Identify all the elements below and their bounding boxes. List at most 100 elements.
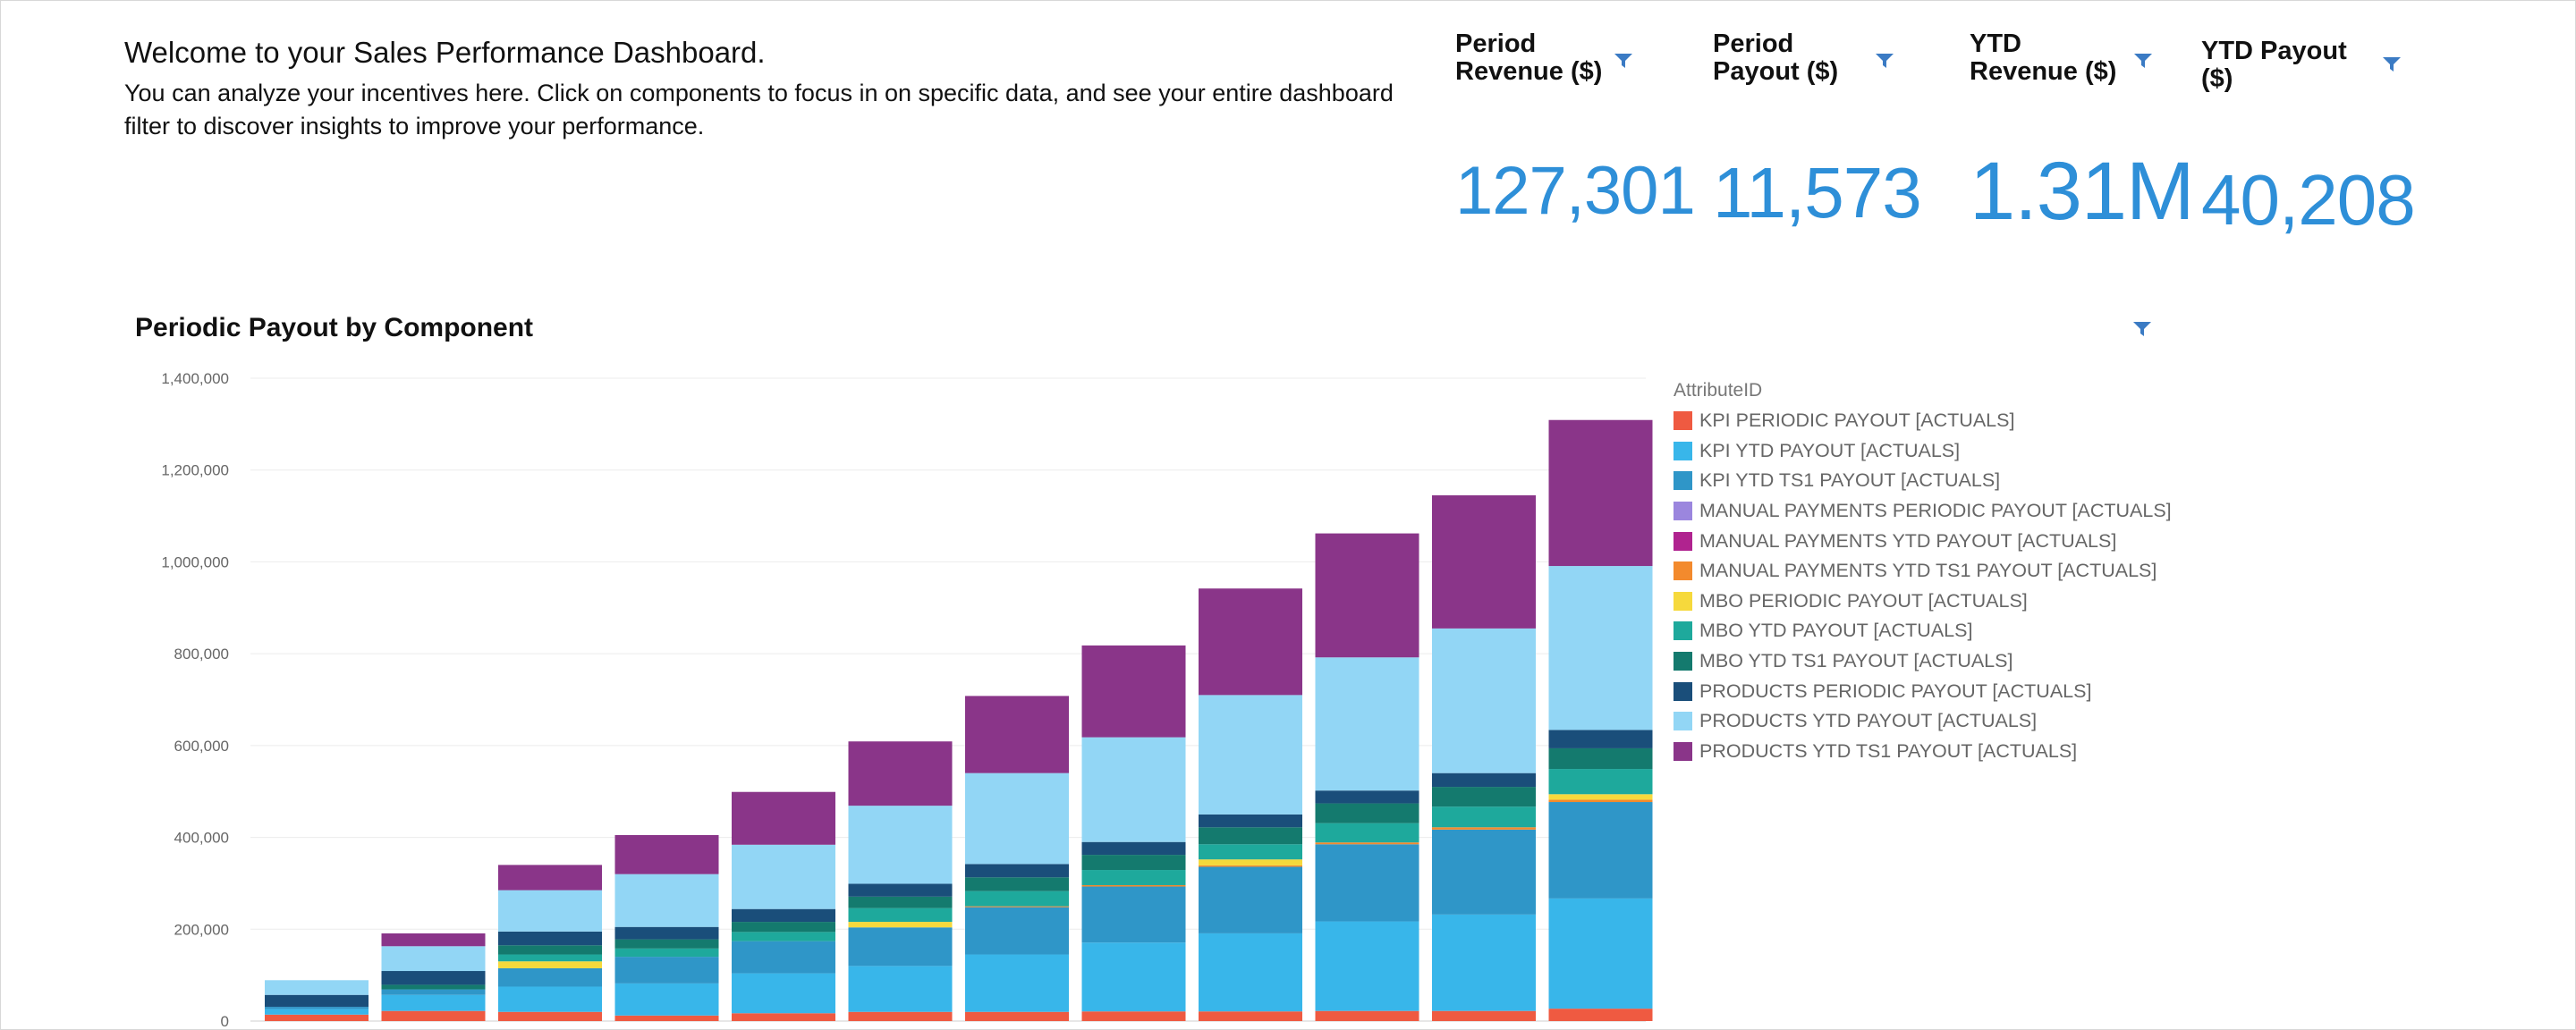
bar-segment[interactable] xyxy=(1199,1011,1302,1021)
bar-segment[interactable] xyxy=(614,983,719,1016)
bar-segment[interactable] xyxy=(265,994,369,1008)
bar-segment[interactable] xyxy=(732,922,835,933)
bar-segment[interactable] xyxy=(1199,695,1302,815)
bar-segment[interactable] xyxy=(1548,1009,1653,1021)
bar-segment[interactable] xyxy=(1432,806,1536,828)
bar-segment[interactable] xyxy=(1548,747,1653,770)
bar-segment[interactable] xyxy=(1432,494,1536,629)
bar-segment[interactable] xyxy=(381,971,486,985)
bar-segment[interactable] xyxy=(614,1015,719,1021)
bar-segment[interactable] xyxy=(265,1009,369,1015)
bar-segment[interactable] xyxy=(1432,1010,1536,1021)
filter-funnel-icon[interactable] xyxy=(2132,320,2152,338)
bar-segment[interactable] xyxy=(965,864,1069,878)
bar-segment[interactable] xyxy=(1548,898,1653,1009)
bar-segment[interactable] xyxy=(498,967,602,987)
bar-segment[interactable] xyxy=(614,957,719,984)
bar-segment[interactable] xyxy=(848,922,953,928)
bar-segment[interactable] xyxy=(965,696,1069,773)
bar-segment[interactable] xyxy=(1548,799,1653,803)
bar-segment[interactable] xyxy=(1315,921,1419,1011)
bar-segment[interactable] xyxy=(732,973,835,1014)
legend-item[interactable]: MBO YTD PAYOUT [ACTUALS] xyxy=(1674,616,2172,646)
bar-segment[interactable] xyxy=(1315,790,1419,804)
legend-item[interactable]: KPI YTD PAYOUT [ACTUALS] xyxy=(1674,436,2172,467)
bar-segment[interactable] xyxy=(1081,942,1186,1012)
bar-segment[interactable] xyxy=(1081,645,1186,738)
bar-segment[interactable] xyxy=(1081,1011,1186,1021)
bar-segment[interactable] xyxy=(732,932,835,941)
filter-funnel-icon[interactable] xyxy=(2133,52,2153,70)
bar-segment[interactable] xyxy=(265,1007,369,1009)
filter-funnel-icon[interactable] xyxy=(1614,52,1633,70)
legend-item[interactable]: MANUAL PAYMENTS PERIODIC PAYOUT [ACTUALS… xyxy=(1674,496,2172,527)
bar-segment[interactable] xyxy=(1432,914,1536,1011)
bar-segment[interactable] xyxy=(732,941,835,974)
legend-item[interactable]: PRODUCTS PERIODIC PAYOUT [ACTUALS] xyxy=(1674,676,2172,706)
bar-segment[interactable] xyxy=(965,891,1069,907)
bar-segment[interactable] xyxy=(498,931,602,946)
bar-segment[interactable] xyxy=(1548,566,1653,730)
bar-segment[interactable] xyxy=(848,741,953,806)
bar-segment[interactable] xyxy=(614,948,719,958)
bar-segment[interactable] xyxy=(1081,737,1186,842)
bar-segment[interactable] xyxy=(1081,855,1186,871)
bar-segment[interactable] xyxy=(381,989,486,995)
bar-segment[interactable] xyxy=(1199,933,1302,1012)
bar-segment[interactable] xyxy=(614,835,719,874)
bar-segment[interactable] xyxy=(498,865,602,891)
bar-segment[interactable] xyxy=(848,806,953,884)
bar-segment[interactable] xyxy=(614,874,719,927)
legend-item[interactable]: MANUAL PAYMENTS YTD PAYOUT [ACTUALS] xyxy=(1674,526,2172,556)
bar-segment[interactable] xyxy=(498,986,602,1012)
bar-segment[interactable] xyxy=(1432,829,1536,915)
legend-item[interactable]: MANUAL PAYMENTS YTD TS1 PAYOUT [ACTUALS] xyxy=(1674,556,2172,587)
legend-item[interactable]: KPI PERIODIC PAYOUT [ACTUALS] xyxy=(1674,406,2172,436)
bar-segment[interactable] xyxy=(614,926,719,940)
bar-segment[interactable] xyxy=(848,927,953,967)
bar-segment[interactable] xyxy=(498,954,602,962)
bar-segment[interactable] xyxy=(1081,841,1186,856)
bar-segment[interactable] xyxy=(381,1010,486,1021)
bar-segment[interactable] xyxy=(965,954,1069,1012)
bar-segment[interactable] xyxy=(381,994,486,1011)
legend-item[interactable]: PRODUCTS YTD TS1 PAYOUT [ACTUALS] xyxy=(1674,737,2172,767)
filter-funnel-icon[interactable] xyxy=(2382,55,2402,73)
bar-segment[interactable] xyxy=(1432,628,1536,773)
bar-segment[interactable] xyxy=(1081,884,1186,887)
bar-segment[interactable] xyxy=(498,1011,602,1021)
bar-segment[interactable] xyxy=(965,1011,1069,1021)
bar-segment[interactable] xyxy=(614,939,719,949)
bar-segment[interactable] xyxy=(498,945,602,955)
bar-segment[interactable] xyxy=(1199,814,1302,828)
bar-segment[interactable] xyxy=(1315,533,1419,658)
bar-segment[interactable] xyxy=(498,890,602,932)
bar-segment[interactable] xyxy=(265,980,369,995)
bar-segment[interactable] xyxy=(732,844,835,909)
bar-segment[interactable] xyxy=(1081,870,1186,885)
bar-segment[interactable] xyxy=(1315,823,1419,843)
bar-segment[interactable] xyxy=(848,908,953,923)
legend-item[interactable]: MBO YTD TS1 PAYOUT [ACTUALS] xyxy=(1674,646,2172,677)
bar-segment[interactable] xyxy=(965,907,1069,955)
bar-segment[interactable] xyxy=(381,984,486,990)
bar-segment[interactable] xyxy=(1081,886,1186,943)
bar-segment[interactable] xyxy=(732,791,835,845)
bar-segment[interactable] xyxy=(848,966,953,1012)
bar-segment[interactable] xyxy=(1432,772,1536,788)
legend-item[interactable]: MBO PERIODIC PAYOUT [ACTUALS] xyxy=(1674,587,2172,617)
bar-segment[interactable] xyxy=(265,1014,369,1021)
bar-segment[interactable] xyxy=(1199,865,1302,867)
bar-segment[interactable] xyxy=(1548,794,1653,800)
bar-segment[interactable] xyxy=(1315,844,1419,922)
bar-segment[interactable] xyxy=(1315,842,1419,845)
filter-funnel-icon[interactable] xyxy=(1875,52,1894,70)
legend-item[interactable]: KPI YTD TS1 PAYOUT [ACTUALS] xyxy=(1674,466,2172,496)
bar-segment[interactable] xyxy=(1199,844,1302,860)
bar-segment[interactable] xyxy=(498,961,602,968)
bar-segment[interactable] xyxy=(848,1011,953,1021)
bar-segment[interactable] xyxy=(1199,588,1302,696)
bar-segment[interactable] xyxy=(965,906,1069,908)
bar-segment[interactable] xyxy=(1432,827,1536,830)
bar-segment[interactable] xyxy=(848,896,953,908)
